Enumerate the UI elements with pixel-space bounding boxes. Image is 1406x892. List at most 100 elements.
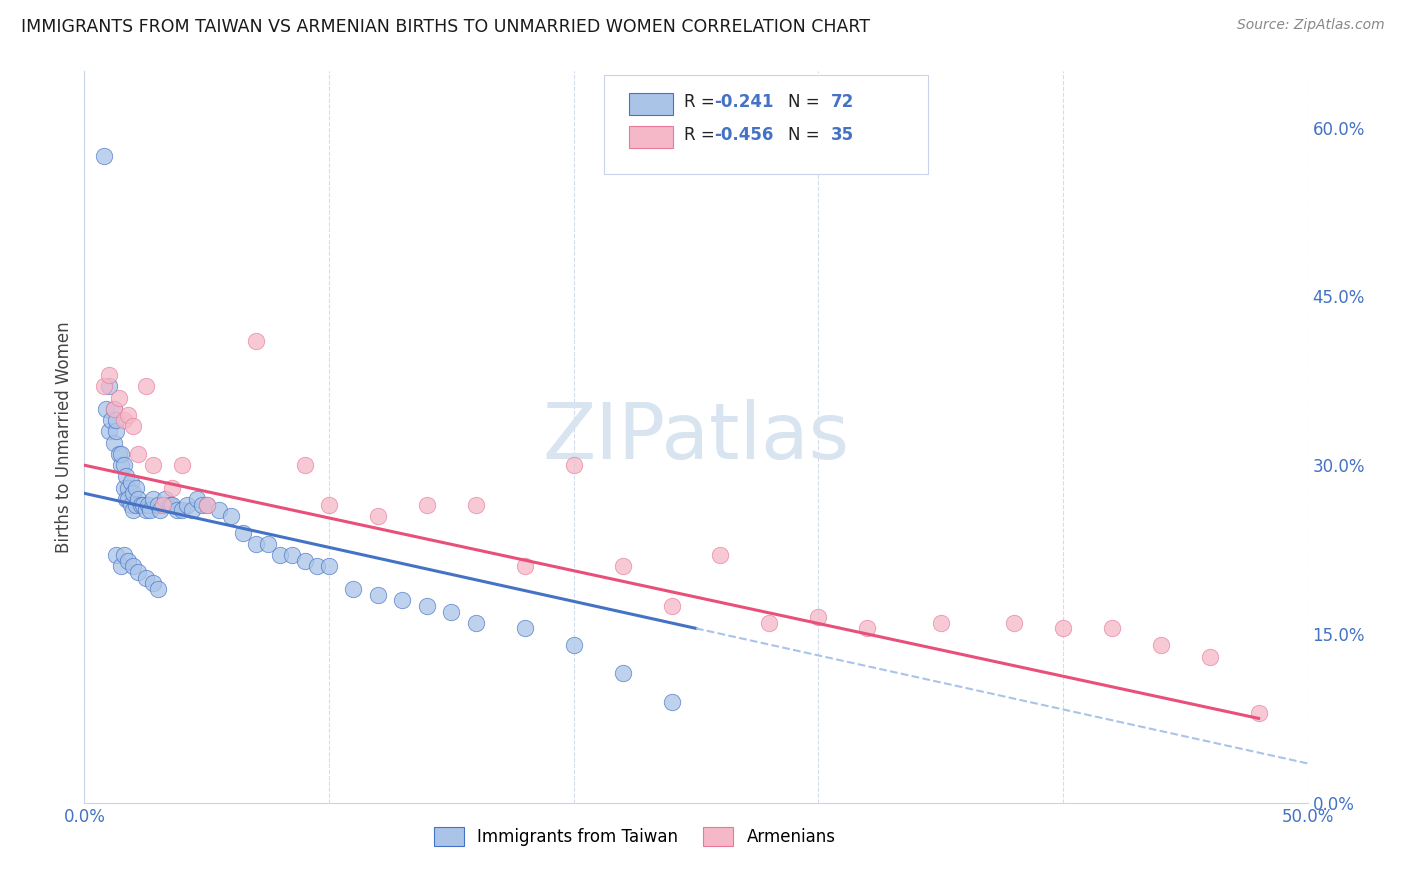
Point [245, 334, 267, 349]
Point [93, 379, 115, 393]
Text: R =: R = [683, 126, 720, 144]
Point [367, 588, 389, 602]
Text: IMMIGRANTS FROM TAIWAN VS ARMENIAN BIRTHS TO UNMARRIED WOMEN CORRELATION CHART: IMMIGRANTS FROM TAIWAN VS ARMENIAN BIRTH… [21, 18, 870, 36]
Point [513, 621, 536, 635]
Text: N =: N = [787, 93, 824, 112]
Point [709, 548, 731, 562]
Point [661, 694, 683, 708]
Point [186, 491, 208, 506]
Point [195, 498, 218, 512]
Point [97, 368, 120, 383]
Point [166, 503, 188, 517]
Text: ZIPatlas: ZIPatlas [543, 399, 849, 475]
Point [125, 498, 148, 512]
Point [661, 599, 683, 613]
Point [135, 571, 157, 585]
Point [135, 503, 157, 517]
Point [281, 548, 304, 562]
Point [342, 582, 364, 596]
FancyBboxPatch shape [605, 75, 928, 174]
Text: -0.241: -0.241 [714, 93, 773, 112]
Point [117, 481, 139, 495]
Point [245, 537, 267, 551]
Point [416, 498, 439, 512]
Point [149, 503, 172, 517]
Point [153, 491, 176, 506]
Point [142, 576, 165, 591]
Point [103, 401, 125, 416]
Point [115, 469, 138, 483]
Point [107, 391, 129, 405]
Point [107, 447, 129, 461]
Point [391, 593, 413, 607]
Point [294, 554, 316, 568]
Point [139, 503, 162, 517]
Point [120, 498, 142, 512]
Point [195, 498, 218, 512]
Point [127, 565, 149, 579]
Point [562, 638, 585, 652]
FancyBboxPatch shape [628, 126, 672, 148]
Point [105, 425, 128, 439]
Point [112, 548, 135, 562]
Point [1150, 638, 1173, 652]
Text: N =: N = [787, 126, 824, 144]
Point [464, 498, 486, 512]
Point [929, 615, 952, 630]
Point [122, 486, 145, 500]
Point [172, 458, 194, 473]
Point [100, 413, 122, 427]
FancyBboxPatch shape [628, 94, 672, 115]
Point [117, 408, 139, 422]
Point [758, 615, 780, 630]
Point [856, 621, 879, 635]
Point [127, 447, 149, 461]
Point [110, 458, 132, 473]
Point [269, 548, 291, 562]
Point [120, 475, 142, 489]
Point [232, 525, 254, 540]
Point [122, 559, 145, 574]
Point [181, 503, 204, 517]
Point [807, 610, 830, 624]
Point [136, 498, 159, 512]
Point [159, 498, 181, 512]
Point [93, 149, 115, 163]
Point [122, 503, 145, 517]
Point [142, 458, 165, 473]
Point [112, 413, 135, 427]
Point [257, 537, 280, 551]
Point [105, 548, 128, 562]
Point [146, 582, 169, 596]
Point [132, 498, 155, 512]
Point [146, 498, 169, 512]
Point [176, 498, 198, 512]
Point [105, 413, 128, 427]
Point [122, 418, 145, 433]
Point [103, 401, 125, 416]
Text: 35: 35 [831, 126, 853, 144]
Point [125, 481, 148, 495]
Point [440, 605, 463, 619]
Point [612, 666, 634, 681]
Point [219, 508, 242, 523]
Y-axis label: Births to Unmarried Women: Births to Unmarried Women [55, 321, 73, 553]
Point [367, 508, 389, 523]
Point [103, 435, 125, 450]
Point [294, 458, 316, 473]
Point [464, 615, 486, 630]
Text: -0.456: -0.456 [714, 126, 773, 144]
Point [191, 498, 214, 512]
Point [142, 491, 165, 506]
Point [562, 458, 585, 473]
Point [1101, 621, 1123, 635]
Point [110, 559, 132, 574]
Point [513, 559, 536, 574]
Point [96, 401, 118, 416]
Point [97, 425, 120, 439]
Point [127, 491, 149, 506]
Point [129, 498, 152, 512]
Point [318, 559, 340, 574]
Point [112, 481, 135, 495]
Point [612, 559, 634, 574]
